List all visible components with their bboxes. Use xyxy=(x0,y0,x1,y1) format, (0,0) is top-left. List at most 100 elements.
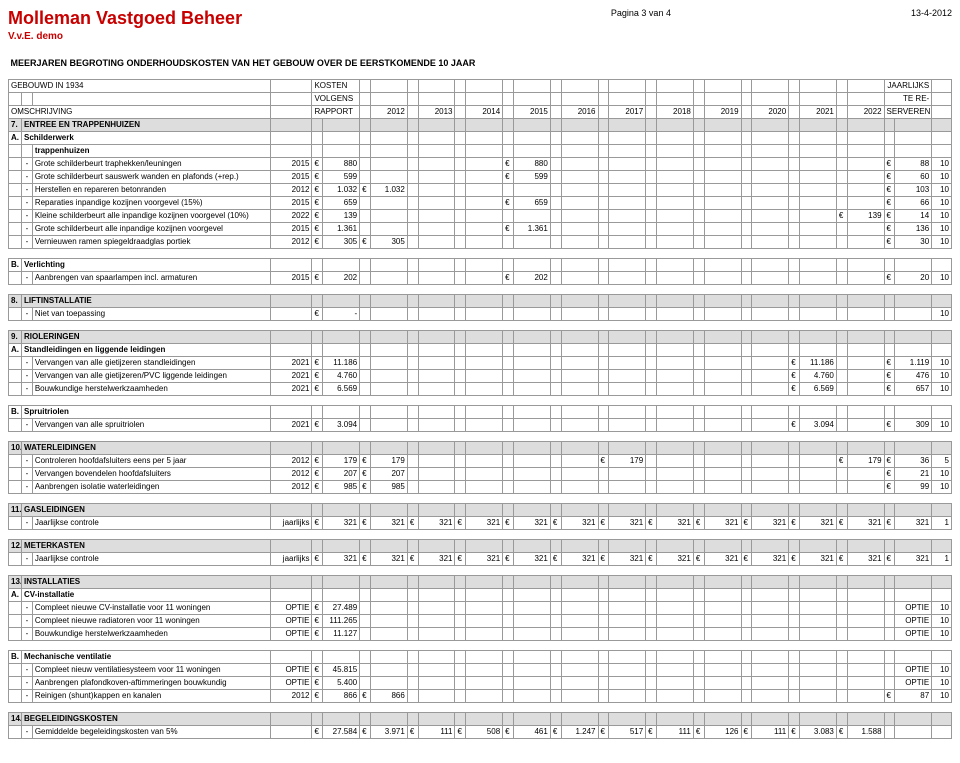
row-dash: - xyxy=(22,307,33,320)
year-val xyxy=(704,369,741,382)
row-dash: - xyxy=(22,382,33,395)
currency xyxy=(741,676,752,689)
row-dash: - xyxy=(22,271,33,284)
row-annual: 60 xyxy=(895,170,932,183)
currency: € xyxy=(312,480,323,493)
currency: € xyxy=(693,552,704,565)
table-row: -Aanbrengen isolatie waterleidingen2012€… xyxy=(9,480,952,493)
row-annual: OPTIE xyxy=(895,663,932,676)
table-row: -Grote schilderbeurt sauswerk wanden en … xyxy=(9,170,952,183)
currency xyxy=(598,663,609,676)
row-desc: Aanbrengen plafondkoven-aftimmeringen bo… xyxy=(32,676,270,689)
year-val xyxy=(800,235,837,248)
row-freq: 2012 xyxy=(271,467,312,480)
year-val xyxy=(609,369,646,382)
row-freq: 2015 xyxy=(271,196,312,209)
group-name: Schilderwerk xyxy=(22,131,271,144)
year-val xyxy=(800,467,837,480)
currency: € xyxy=(312,356,323,369)
year-val xyxy=(752,196,789,209)
currency xyxy=(789,157,800,170)
year-val xyxy=(513,235,550,248)
currency xyxy=(693,454,704,467)
year-val xyxy=(704,235,741,248)
year-val: 1.588 xyxy=(847,725,884,738)
currency: € xyxy=(455,516,466,529)
year-val xyxy=(561,454,598,467)
year-val xyxy=(657,480,694,493)
year-val xyxy=(513,418,550,431)
row-dash: - xyxy=(22,209,33,222)
year-val xyxy=(466,418,503,431)
currency xyxy=(741,614,752,627)
row-annual: OPTIE xyxy=(895,676,932,689)
currency xyxy=(693,183,704,196)
year-val xyxy=(609,614,646,627)
currency: € xyxy=(312,601,323,614)
row-annual: 88 xyxy=(895,157,932,170)
currency xyxy=(646,663,657,676)
year-val xyxy=(704,382,741,395)
year-val xyxy=(513,454,550,467)
year-val xyxy=(609,663,646,676)
currency: € xyxy=(360,183,371,196)
currency: € xyxy=(646,725,657,738)
currency xyxy=(836,271,847,284)
currency: € xyxy=(741,552,752,565)
currency: € xyxy=(407,725,418,738)
currency xyxy=(550,235,561,248)
year-val: 1.247 xyxy=(561,725,598,738)
currency: € xyxy=(884,382,895,395)
year-val xyxy=(657,196,694,209)
currency xyxy=(407,614,418,627)
section-num: 7. xyxy=(9,118,22,131)
year-2022: 2022 xyxy=(847,105,884,118)
row-rapport: 985 xyxy=(323,480,360,493)
year-val xyxy=(657,170,694,183)
row-period: 5 xyxy=(932,454,952,467)
year-val xyxy=(752,418,789,431)
row-dash: - xyxy=(22,552,33,565)
currency xyxy=(789,601,800,614)
currency xyxy=(884,627,895,640)
currency xyxy=(598,209,609,222)
row-desc: Gemiddelde begeleidingskosten van 5% xyxy=(32,725,270,738)
year-val xyxy=(418,271,455,284)
currency xyxy=(360,663,371,676)
currency xyxy=(741,369,752,382)
row-period: 10 xyxy=(932,601,952,614)
currency xyxy=(884,676,895,689)
row-freq: 2022 xyxy=(271,209,312,222)
currency: € xyxy=(550,552,561,565)
year-val xyxy=(370,157,407,170)
year-val xyxy=(609,307,646,320)
year-val: 111 xyxy=(657,725,694,738)
year-val: 3.971 xyxy=(370,725,407,738)
currency xyxy=(598,418,609,431)
currency xyxy=(503,614,514,627)
currency xyxy=(407,183,418,196)
meta-omsch: OMSCHRIJVING xyxy=(9,105,271,118)
currency xyxy=(789,676,800,689)
year-val xyxy=(752,369,789,382)
year-val xyxy=(418,689,455,702)
currency xyxy=(646,601,657,614)
currency xyxy=(693,689,704,702)
year-val xyxy=(800,271,837,284)
year-val xyxy=(752,157,789,170)
currency xyxy=(550,271,561,284)
row-period: 10 xyxy=(932,271,952,284)
year-2021: 2021 xyxy=(800,105,837,118)
year-val xyxy=(466,369,503,382)
currency xyxy=(550,601,561,614)
year-val: 517 xyxy=(609,725,646,738)
currency: € xyxy=(503,222,514,235)
year-val xyxy=(657,676,694,689)
row-dash: - xyxy=(22,196,33,209)
row-period: 10 xyxy=(932,663,952,676)
currency xyxy=(598,356,609,369)
currency: € xyxy=(503,196,514,209)
year-val: 321 xyxy=(847,516,884,529)
row-annual: 66 xyxy=(895,196,932,209)
year-val xyxy=(752,209,789,222)
